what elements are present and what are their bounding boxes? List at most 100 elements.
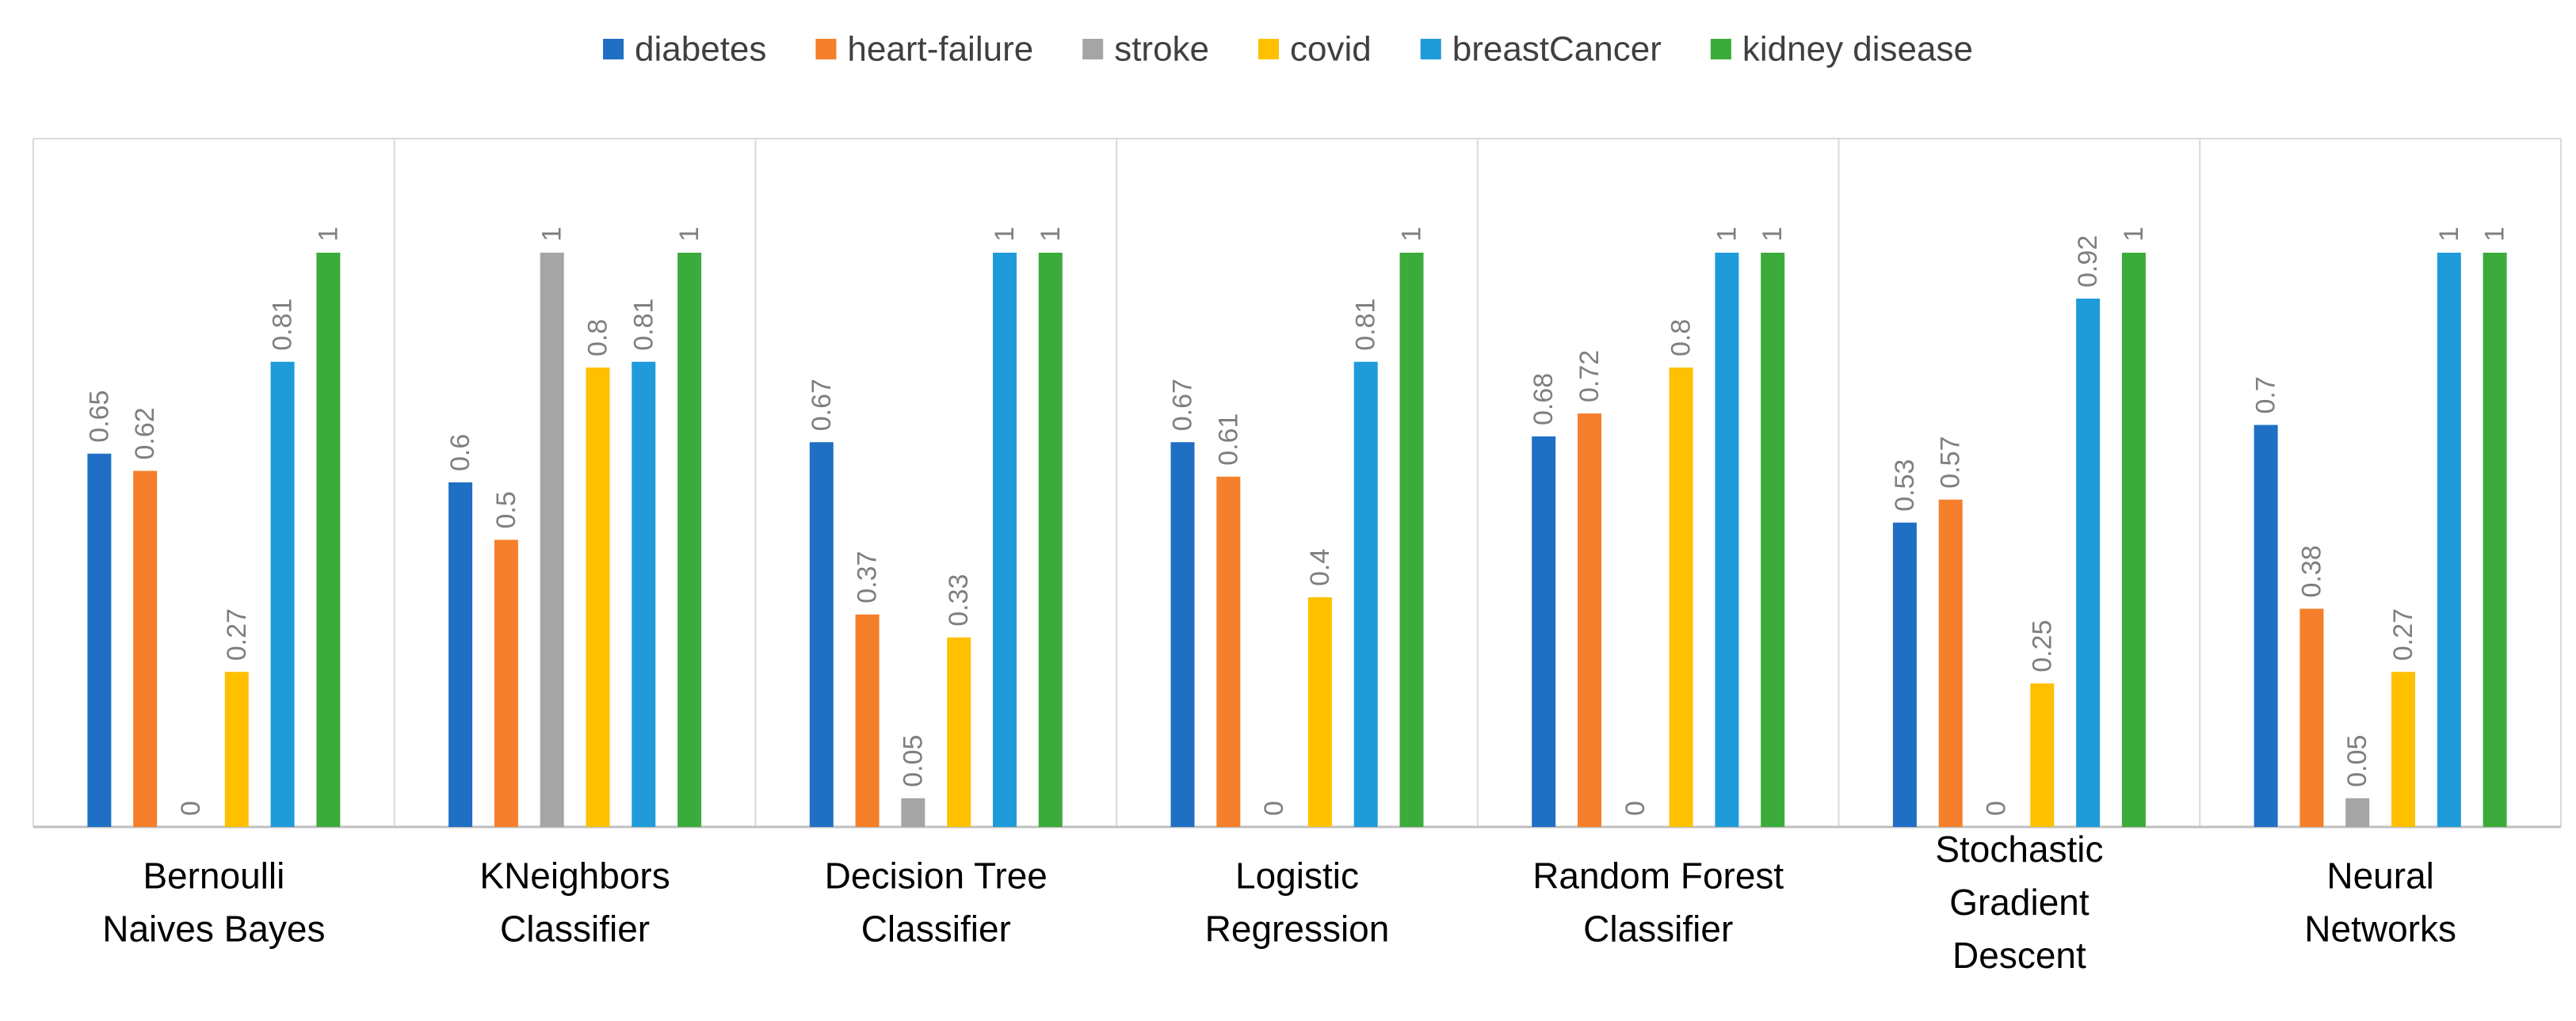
data-label: 0.05: [2342, 735, 2372, 787]
bar-breastcancer: [1715, 253, 1739, 827]
bar-diabetes: [1170, 442, 1195, 827]
x-tick-label-line: Gradient: [1949, 882, 2089, 923]
data-label: 0: [176, 801, 206, 816]
bar-covid: [1307, 597, 1332, 827]
bar-heart-failure: [494, 539, 518, 827]
x-tick-label: Bernoulli Naives Bayes: [102, 855, 325, 950]
data-label: 0.61: [1213, 413, 1243, 466]
data-label: 1: [2480, 227, 2510, 242]
bar-breastcancer: [992, 253, 1017, 827]
x-tick-label: Neural Networks: [2304, 855, 2456, 950]
data-label: 1: [2434, 227, 2464, 242]
data-label: 0.4: [1305, 549, 1335, 586]
bar-stroke: [540, 253, 564, 827]
data-label: 1: [674, 227, 704, 242]
bar-heart-failure: [855, 614, 880, 827]
data-label: 1: [1712, 227, 1742, 242]
x-tick-label: Logistic Regression: [1205, 855, 1390, 950]
bar-diabetes: [2254, 425, 2278, 827]
bar-heart-failure: [1578, 413, 1602, 827]
x-tick-label: Stochastic Gradient Descent: [1935, 829, 2103, 976]
bar-diabetes: [1892, 522, 1917, 827]
category-labels: Bernoulli Naives Bayes KNeighbors Classifie…: [102, 829, 2456, 976]
legend-swatch-heart-failure: [815, 39, 837, 59]
bar-breastcancer: [632, 361, 656, 827]
x-tick-label-line: Logistic: [1235, 855, 1359, 897]
data-label: 1: [313, 227, 343, 242]
bar-kidney-disease: [677, 253, 702, 827]
legend-swatch-covid: [1258, 39, 1280, 59]
bar-kidney-disease: [1399, 253, 1424, 827]
legend-label: heart-failure: [847, 30, 1033, 69]
bar-covid: [947, 637, 971, 827]
legend-label: diabetes: [635, 30, 766, 69]
legend-label: stroke: [1114, 30, 1209, 69]
bar-kidney-disease: [1761, 253, 1785, 827]
bar-breastcancer: [270, 361, 295, 827]
legend-swatch-diabetes: [603, 39, 624, 59]
data-label: 0.53: [1890, 459, 1920, 512]
bars: [87, 253, 2507, 827]
legend-swatch-breastcancer: [1420, 39, 1441, 59]
x-tick-label: KNeighbors Classifier: [479, 855, 670, 950]
x-tick-label-line: Regression: [1205, 909, 1390, 950]
bar-stroke: [2345, 798, 2370, 827]
data-label: 0.25: [2027, 620, 2057, 672]
bar-covid: [1669, 368, 1693, 827]
x-tick-label-line: Classifier: [1583, 909, 1733, 950]
data-label: 0.92: [2073, 235, 2103, 288]
x-tick-label-line: Networks: [2304, 909, 2456, 950]
legend-swatch-kidney-disease: [1710, 39, 1731, 59]
x-tick-label-line: Naives Bayes: [102, 909, 325, 950]
legend: diabetes heart-failure stroke covid breastCa…: [603, 30, 1973, 69]
data-label: 0.57: [1936, 436, 1966, 489]
data-label: 0.33: [944, 574, 974, 627]
data-label: 0.72: [1574, 350, 1605, 402]
data-label: 0.37: [853, 551, 883, 604]
data-label: 1: [537, 227, 567, 242]
bar-breastcancer: [1353, 361, 1378, 827]
data-label: 0: [1620, 801, 1651, 816]
bar-diabetes: [809, 442, 834, 827]
bar-covid: [2391, 672, 2416, 827]
bar-breastcancer: [2437, 253, 2461, 827]
data-label: 0.6: [445, 434, 475, 471]
bar-stroke: [901, 798, 925, 827]
bar-heart-failure: [1216, 476, 1241, 827]
data-label: 0.81: [268, 299, 298, 351]
data-label: 0.8: [582, 319, 613, 356]
x-tick-label-line: Bernoulli: [143, 855, 284, 897]
bar-covid: [586, 368, 610, 827]
x-tick-label-line: Neural: [2326, 855, 2434, 897]
x-tick-label: Random Forest Classifier: [1532, 855, 1784, 950]
bar-kidney-disease: [2121, 253, 2146, 827]
bar-covid: [2030, 683, 2055, 827]
data-label: 0: [1259, 801, 1289, 816]
data-label: 1: [1757, 227, 1788, 242]
x-tick-label-line: Random Forest: [1532, 855, 1784, 897]
data-label: 0: [1982, 801, 2012, 816]
bar-heart-failure: [2299, 608, 2324, 827]
data-label: 1: [1397, 227, 1427, 242]
data-label: 0.8: [1666, 319, 1696, 356]
data-label: 0.5: [491, 491, 521, 528]
data-label: 1: [2119, 227, 2149, 242]
legend-swatch-stroke: [1082, 39, 1104, 59]
data-label: 0.67: [807, 379, 837, 431]
legend-label: kidney disease: [1742, 30, 1973, 69]
bar-diabetes: [1532, 436, 1556, 827]
data-label: 0.38: [2296, 545, 2326, 597]
data-label: 1: [1036, 227, 1066, 242]
bar-breastcancer: [2076, 299, 2101, 827]
data-label: 0.05: [898, 735, 928, 787]
bar-covid: [224, 672, 249, 827]
x-tick-label-line: Decision Tree: [825, 855, 1048, 897]
data-label: 0.81: [1351, 299, 1381, 351]
bar-kidney-disease: [2483, 253, 2507, 827]
bar-kidney-disease: [316, 253, 341, 827]
data-label: 0.27: [222, 608, 252, 661]
x-tick-label-line: Stochastic: [1935, 829, 2103, 870]
